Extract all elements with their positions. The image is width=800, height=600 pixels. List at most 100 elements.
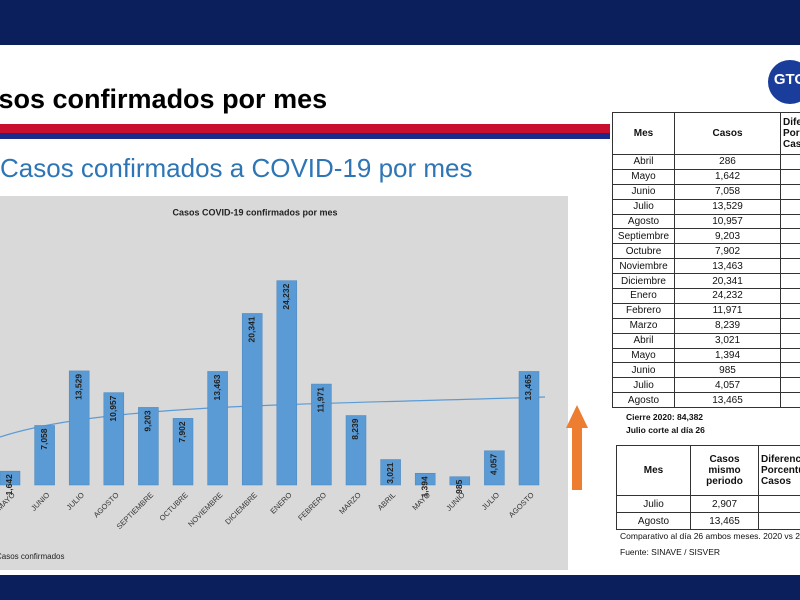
bar [34, 425, 55, 486]
table-cell: 4,057 [674, 377, 781, 394]
table-cell: 3,021 [674, 332, 781, 349]
table-cell [780, 362, 800, 379]
table-cell [758, 495, 800, 513]
table-cell: 2,907 [690, 495, 759, 513]
table-cell: Septiembre [612, 228, 675, 245]
data-label: 9,203 [143, 410, 153, 432]
table-cell [780, 347, 800, 364]
table-row: Diciembre 20,341 [612, 273, 800, 290]
data-label: 10,957 [108, 395, 118, 421]
table-cell: Octubre [612, 243, 675, 260]
data-label: 7,058 [39, 428, 49, 450]
data-label: 1,394 [419, 476, 429, 498]
table-row: Mayo 1,642 [612, 168, 800, 185]
table-row: Marzo 8,239 [612, 317, 800, 334]
slide-subtitle: Casos confirmados a COVID-19 por mes [0, 153, 473, 183]
header-cell: Mes [616, 445, 691, 496]
table-cell: Marzo [612, 317, 675, 334]
data-label: 7,902 [177, 421, 187, 443]
table-row: Julio 4,057 [612, 377, 800, 394]
bar [345, 415, 367, 486]
table-row: Enero 24,232 [612, 288, 800, 304]
table-row: Agosto 13,465 [612, 392, 800, 409]
data-label: 13,463 [212, 374, 222, 400]
data-label: 1,642 [4, 474, 14, 496]
table-row: Agosto 10,957 [612, 213, 800, 230]
table-cell: 13,465 [690, 512, 759, 530]
bar [241, 313, 263, 486]
table-row: Junio 7,058 [612, 183, 800, 200]
table-cell: 13,529 [674, 198, 781, 215]
logo [768, 60, 800, 104]
table-cell [780, 258, 800, 275]
bar [414, 472, 436, 486]
data-label: 24,232 [281, 283, 291, 309]
header-cell: Casos [674, 112, 781, 155]
table-cell: 7,058 [674, 183, 781, 200]
arrow [566, 405, 588, 490]
table-cell: Agosto [616, 512, 691, 530]
table-row: Agosto 13,465 [616, 512, 800, 530]
footnote: Fuente: SINAVE / SISVER [620, 547, 720, 557]
stripe-red [0, 124, 610, 133]
data-label: 11,971 [316, 387, 326, 413]
table-cell: Febrero [612, 302, 675, 319]
header-cell: Casos mismo periodo [690, 445, 759, 496]
table-cell [780, 377, 800, 394]
table-row: Octubre 7,902 [612, 243, 800, 260]
table-row: Abril 3,021 [612, 332, 800, 349]
table-cell: 1,394 [674, 347, 781, 364]
table-cell [780, 228, 800, 245]
data-label: 13,529 [73, 374, 83, 400]
table-cell [780, 183, 800, 200]
table-cell: 11,971 [674, 302, 781, 319]
table-cell: Junio [612, 183, 675, 200]
table-cell: 13,463 [674, 258, 781, 275]
table-cell [780, 213, 800, 230]
table-cell: Abril [612, 154, 675, 170]
table-cell [780, 317, 800, 334]
table-cell: 7,902 [674, 243, 781, 260]
bar [207, 371, 228, 486]
bar [380, 459, 401, 486]
table-row: Septiembre 9,203 [612, 228, 800, 245]
table-cell [780, 168, 800, 185]
bar [449, 476, 471, 486]
bar [311, 383, 332, 486]
table-cell: Diciembre [612, 273, 675, 290]
table-cell: Junio [612, 362, 675, 379]
table-cell [780, 302, 800, 319]
data-label: 13,465 [523, 374, 533, 400]
table-cell: Julio [612, 377, 675, 394]
table-row: Julio 2,907 [616, 495, 800, 513]
header-cell: Diferencia Porcentual Casos [758, 445, 800, 496]
table-cell: 9,203 [674, 228, 781, 245]
bar [276, 280, 298, 486]
table-cell: 13,465 [674, 392, 781, 409]
stripe-blue [0, 133, 610, 139]
table-cell: Noviembre [612, 258, 675, 275]
table-cell: Julio [612, 198, 675, 215]
header-cell: Diferencia Porcentual Casos [780, 112, 800, 155]
table-cell: Mayo [612, 347, 675, 364]
table-cell: Abril [612, 332, 675, 349]
table-cell: Agosto [612, 392, 675, 409]
bar [484, 450, 505, 486]
table-cell: 20,341 [674, 273, 781, 290]
table-cell: 8,239 [674, 317, 781, 334]
table-cell: 10,957 [674, 213, 781, 230]
legend-label: Casos confirmados [0, 552, 64, 561]
table-row: Febrero 11,971 [612, 302, 800, 319]
logo-text: GTO [774, 71, 800, 88]
data-label: 8,239 [350, 418, 360, 440]
data-label: 20,341 [246, 316, 256, 342]
data-label: 4,057 [489, 454, 499, 476]
data-label: 985 [454, 479, 464, 493]
table-cell [780, 154, 800, 170]
bar [103, 392, 125, 486]
table-cell [780, 243, 800, 260]
bar [68, 370, 90, 486]
table-row: Junio 985 [612, 362, 800, 379]
